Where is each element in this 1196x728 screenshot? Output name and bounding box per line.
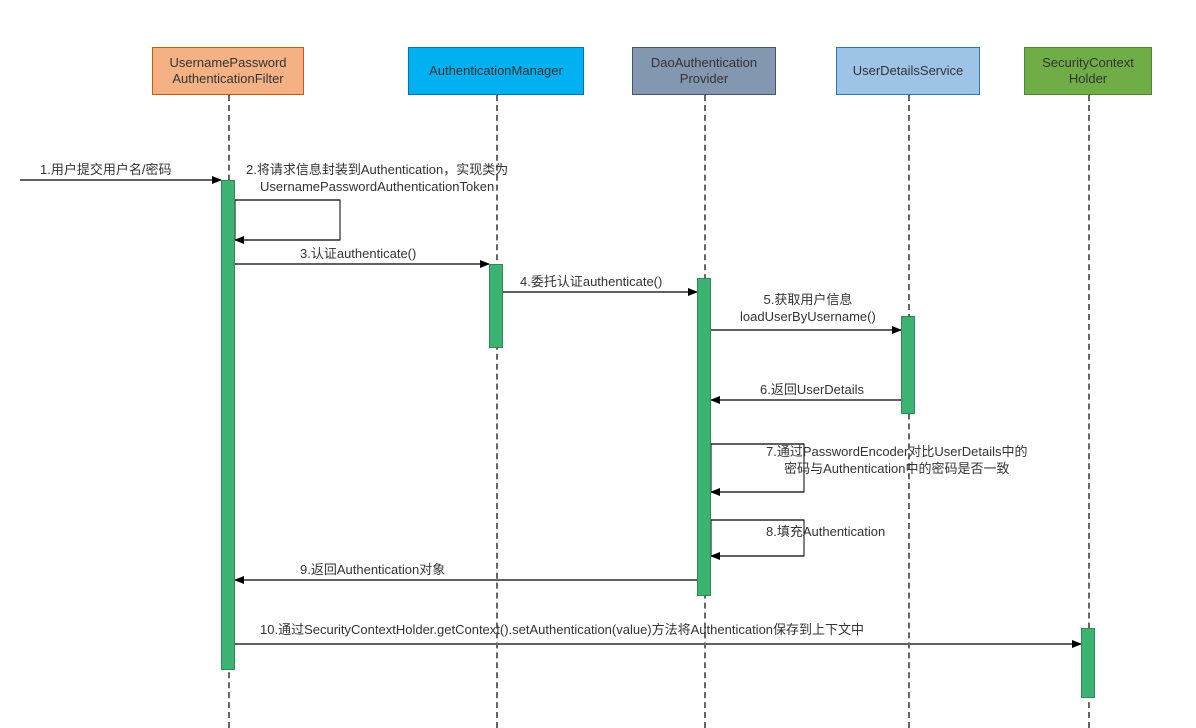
message-5-label: 5.获取用户信息loadUserByUsername() <box>740 292 876 326</box>
arrows-layer <box>0 0 1196 728</box>
activation-uds-3 <box>901 316 915 414</box>
message-2-label: 2.将请求信息封装到Authentication，实现类为UsernamePas… <box>246 162 508 196</box>
activation-am-1 <box>489 264 503 348</box>
message-7-label: 7.通过PasswordEncoder对比UserDetails中的密码与Aut… <box>766 444 1028 478</box>
sequence-diagram: UsernamePasswordAuthenticationFilter Auth… <box>0 0 1196 728</box>
message-6-label: 6.返回UserDetails <box>760 382 864 399</box>
participant-dap: DaoAuthenticationProvider <box>632 47 776 95</box>
participant-upaf: UsernamePasswordAuthenticationFilter <box>152 47 304 95</box>
participant-am: AuthenticationManager <box>408 47 584 95</box>
message-9-label: 9.返回Authentication对象 <box>300 562 445 579</box>
message-8-label: 8.填充Authentication <box>766 524 885 541</box>
message-3-label: 3.认证authenticate() <box>300 246 416 263</box>
activation-dap-2 <box>697 278 711 596</box>
message-4-label: 4.委托认证authenticate() <box>520 274 662 291</box>
message-10-label: 10.通过SecurityContextHolder.getContext().… <box>260 622 864 639</box>
message-1-label: 1.用户提交用户名/密码 <box>40 162 171 179</box>
participant-uds: UserDetailsService <box>836 47 980 95</box>
activation-sch-4 <box>1081 628 1095 698</box>
activation-upaf-0 <box>221 180 235 670</box>
participant-sch: SecurityContextHolder <box>1024 47 1152 95</box>
